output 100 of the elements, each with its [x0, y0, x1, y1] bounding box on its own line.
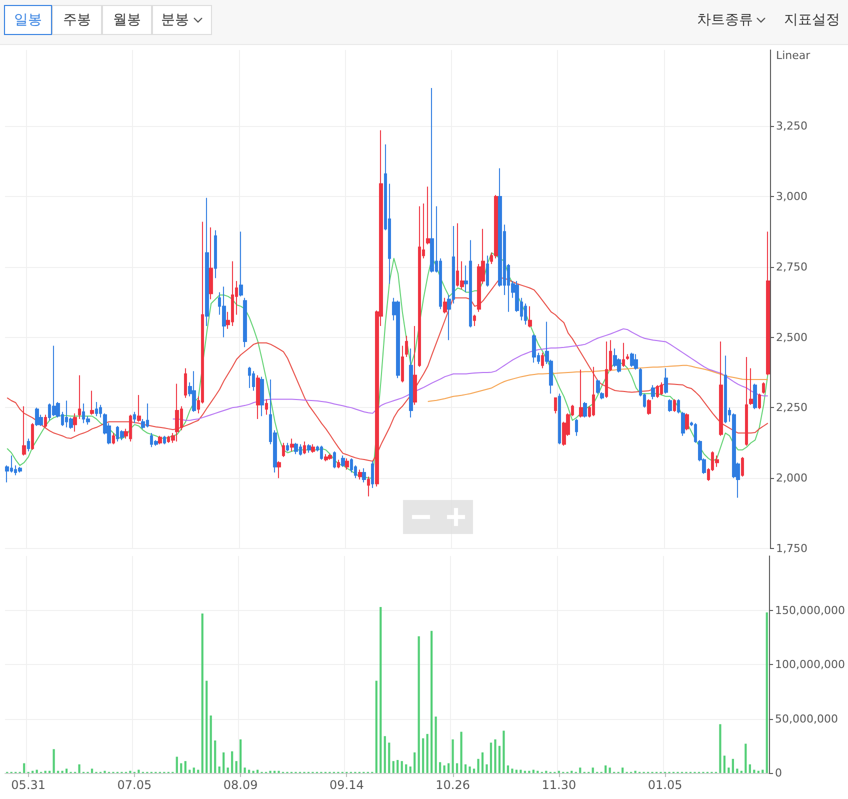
candlestick	[677, 398, 680, 414]
candlestick	[766, 231, 770, 376]
y-tick-label: 0	[775, 766, 782, 780]
candlestick	[592, 366, 595, 417]
candlestick	[99, 404, 102, 418]
candlestick	[345, 458, 349, 470]
bar	[380, 606, 382, 773]
candlestick	[558, 393, 561, 445]
bar	[753, 770, 756, 773]
candlestick	[371, 460, 374, 488]
candlestick	[175, 383, 179, 442]
line-series	[6, 252, 768, 479]
candlestick	[647, 398, 651, 416]
bar	[409, 766, 412, 773]
bar	[511, 768, 514, 773]
text: 일봉	[14, 11, 42, 29]
bar	[434, 716, 437, 773]
bar	[52, 749, 55, 773]
candlestick	[413, 326, 417, 406]
candlestick	[358, 469, 362, 480]
candlestick	[239, 231, 243, 297]
bar	[384, 736, 386, 773]
bar	[520, 770, 522, 773]
bar	[481, 752, 484, 773]
bar	[426, 734, 428, 773]
bar	[456, 763, 458, 773]
candlestick	[265, 398, 268, 416]
candlestick	[715, 455, 719, 468]
candlestick	[341, 455, 345, 468]
text: 차트종류	[697, 11, 753, 29]
candlestick	[184, 368, 187, 398]
bar	[736, 768, 738, 773]
candlestick	[112, 432, 115, 445]
bar	[443, 765, 446, 773]
candlestick	[286, 442, 289, 452]
candlestick	[328, 454, 332, 460]
candlestick	[260, 376, 264, 417]
candlestick	[290, 438, 294, 452]
y-tick-label: 2,750	[776, 260, 808, 274]
bar	[375, 680, 378, 773]
candlestick	[575, 418, 578, 436]
candlestick	[333, 450, 336, 469]
candlestick	[73, 412, 77, 432]
candlestick	[303, 440, 306, 455]
candlestick	[541, 352, 544, 369]
candlestick	[630, 352, 634, 368]
candlestick	[252, 370, 255, 392]
candlestick	[528, 306, 532, 328]
candlestick	[622, 342, 625, 368]
bar	[608, 768, 611, 773]
candlestick	[405, 335, 408, 358]
text: 지표설정	[784, 11, 840, 29]
bar	[240, 739, 242, 773]
candlestick	[18, 466, 22, 473]
bar	[515, 770, 518, 773]
candlestick	[554, 397, 557, 414]
bar	[460, 732, 462, 773]
bar	[464, 764, 467, 773]
bar	[439, 762, 442, 773]
candlestick	[745, 356, 748, 446]
candlestick	[192, 370, 196, 412]
candlestick	[243, 297, 247, 348]
candlestick	[605, 340, 608, 398]
bar	[532, 770, 535, 773]
candlestick	[660, 382, 663, 396]
bar	[762, 770, 764, 773]
bar	[579, 768, 582, 773]
candlestick	[401, 345, 404, 383]
candlestick	[656, 384, 659, 398]
bar	[392, 761, 394, 773]
bar	[78, 764, 80, 773]
candlestick	[133, 411, 136, 424]
candlestick	[673, 398, 676, 412]
x-tick-label: 05.31	[11, 778, 46, 792]
candlestick	[282, 442, 285, 458]
candlestick	[579, 369, 583, 418]
x-tick-label: 01.05	[648, 778, 682, 792]
bar	[422, 738, 424, 773]
bar	[188, 770, 191, 773]
bar	[36, 770, 38, 773]
text: 월봉	[113, 11, 141, 29]
bar	[226, 768, 229, 773]
candlestick	[248, 366, 251, 388]
x-tick-label: 11.30	[542, 778, 576, 792]
line-series	[6, 278, 768, 462]
bar	[766, 612, 768, 773]
candlestick	[78, 374, 81, 420]
bar	[622, 768, 624, 773]
candlestick	[749, 368, 753, 406]
candlestick	[214, 230, 217, 279]
candlestick	[158, 435, 162, 445]
bar	[477, 758, 480, 773]
y-tick-label: 2,500	[776, 330, 808, 344]
bar	[180, 763, 182, 773]
y-tick-label: 1,750	[776, 542, 808, 555]
bar	[206, 680, 208, 773]
bar	[197, 770, 200, 773]
bar	[723, 756, 726, 773]
bar	[430, 630, 433, 773]
bar	[214, 740, 216, 773]
